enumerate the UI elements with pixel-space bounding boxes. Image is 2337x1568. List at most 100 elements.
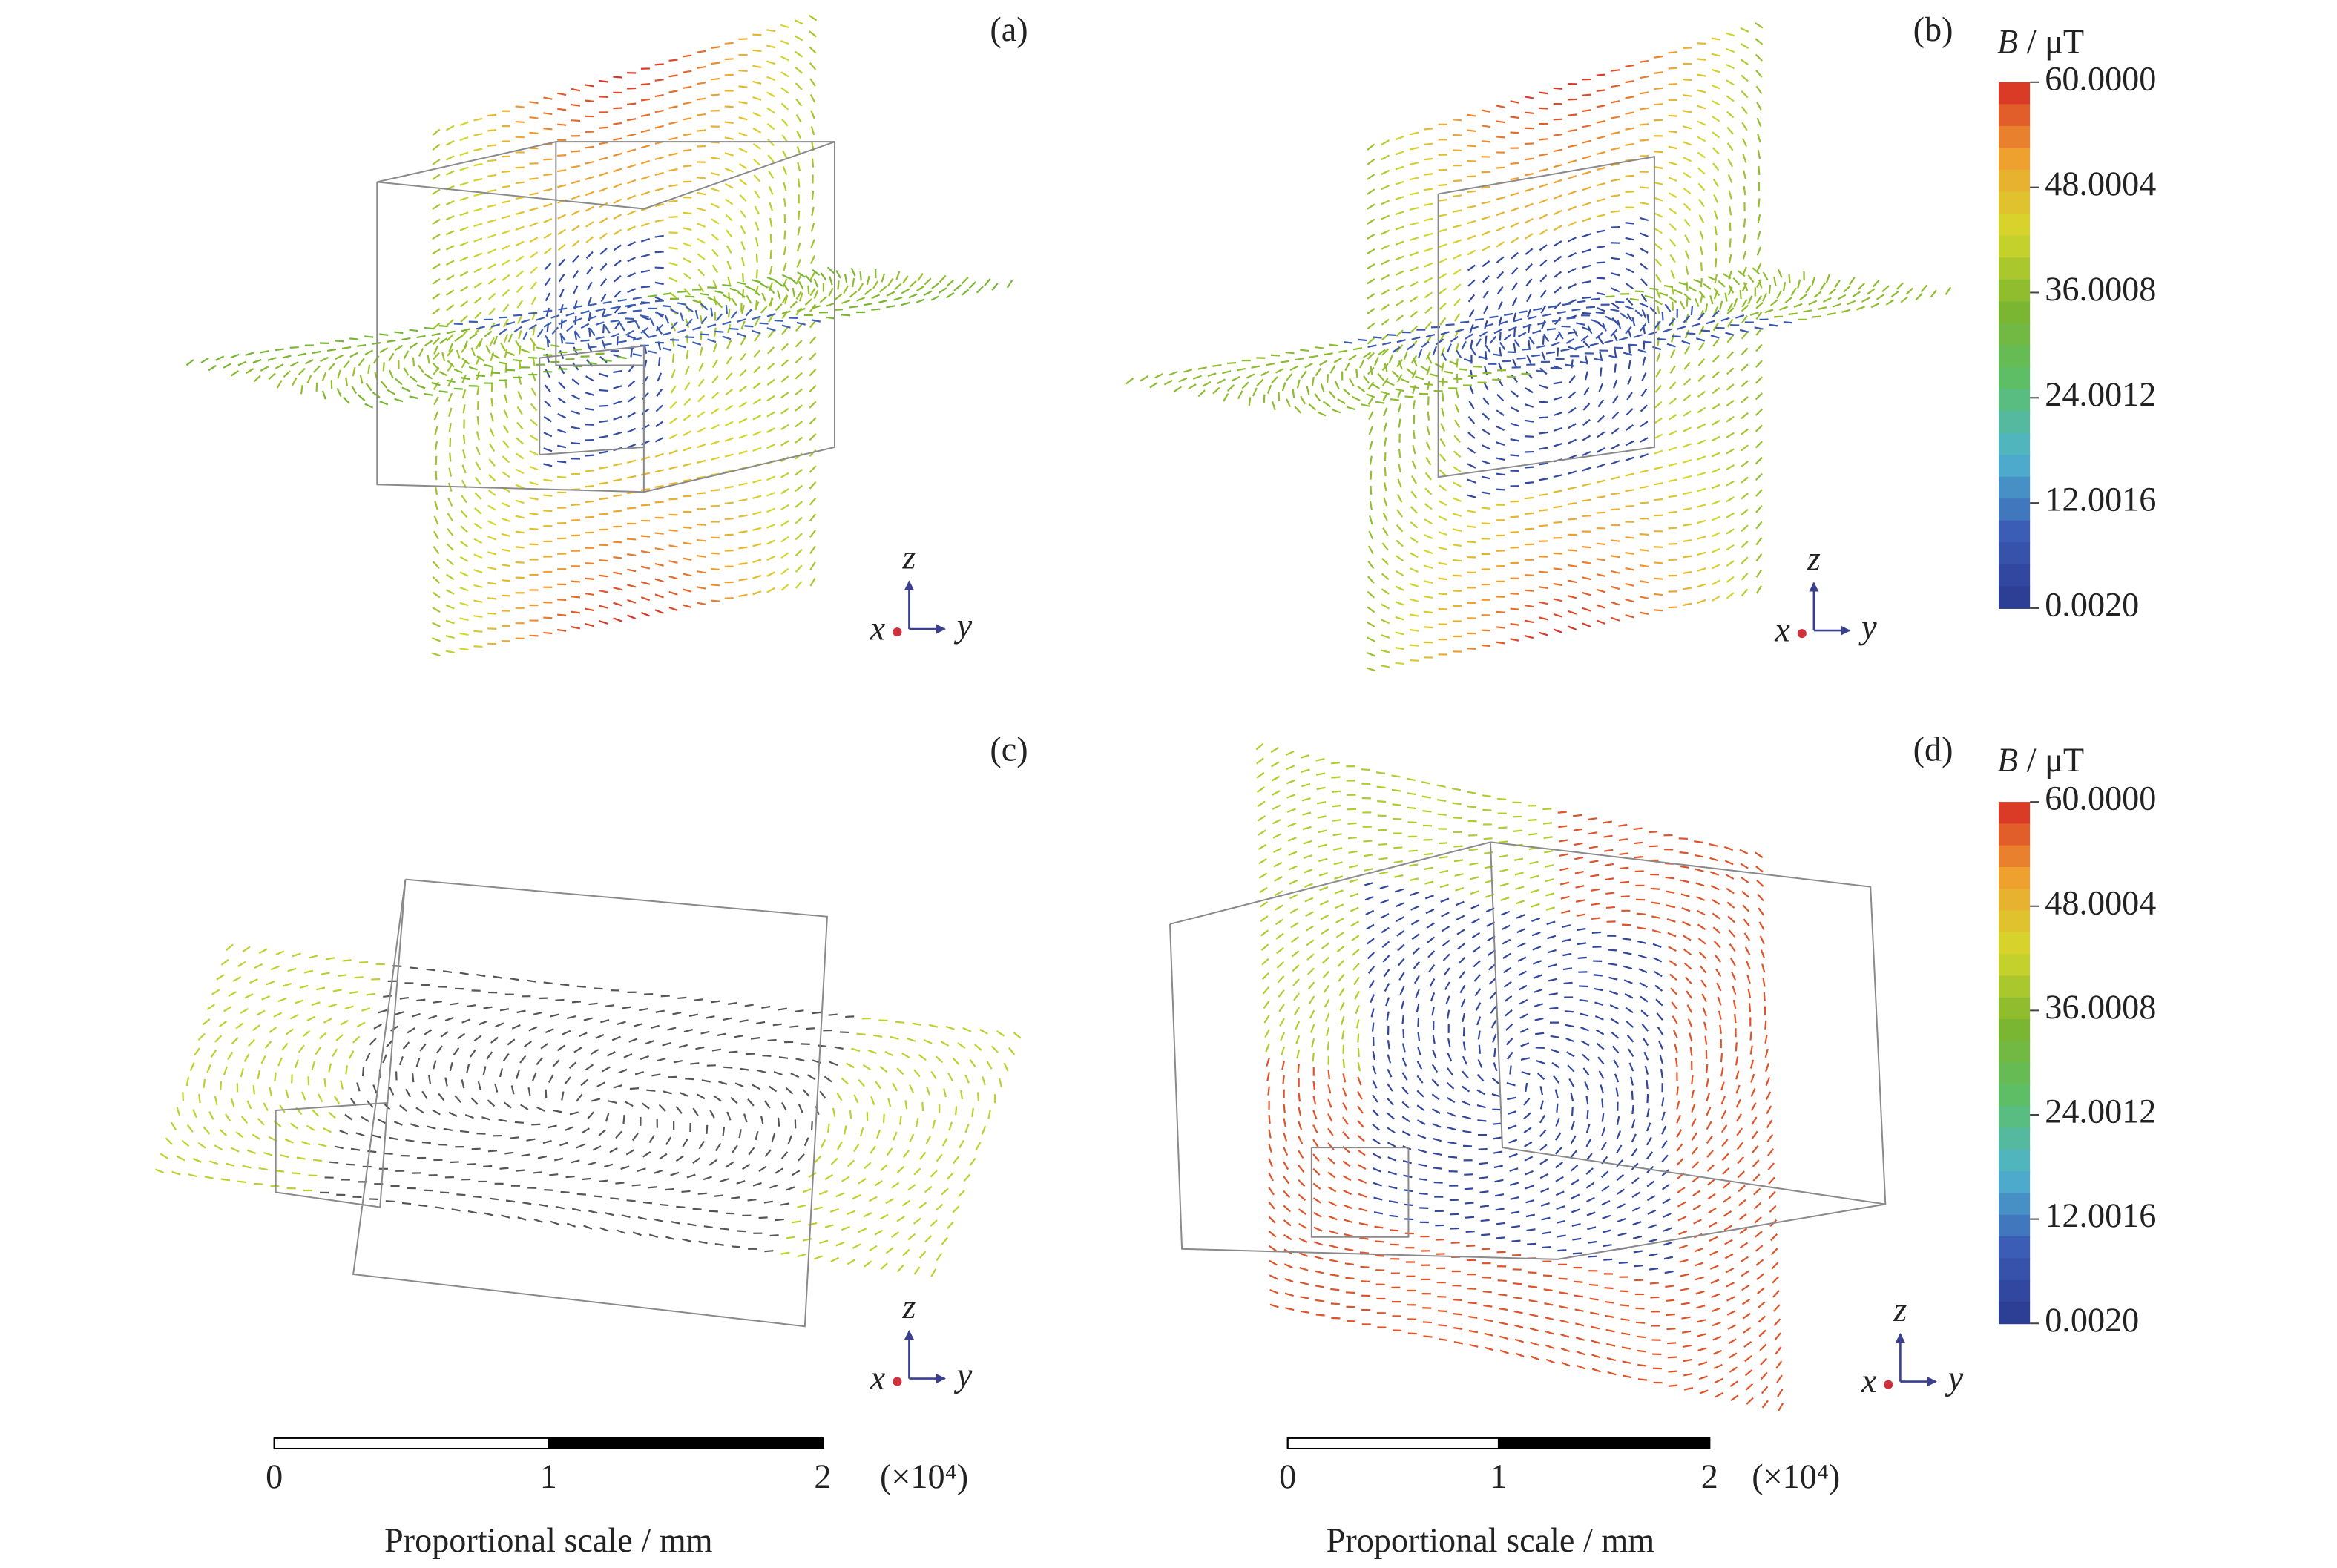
field-arrow (1553, 412, 1562, 417)
field-arrow (677, 344, 687, 349)
field-arrow (571, 225, 580, 231)
field-arrow (697, 523, 706, 526)
field-arrow (1374, 1225, 1384, 1229)
field-arrow (447, 360, 455, 368)
field-arrow (431, 637, 441, 642)
field-arrow (1318, 360, 1328, 366)
field-arrow (930, 295, 940, 301)
field-arrow (902, 1150, 910, 1159)
field-arrow (1554, 255, 1562, 263)
field-arrow (697, 427, 706, 433)
field-arrow (1474, 318, 1484, 321)
field-arrow (488, 474, 496, 482)
field-arrow (1461, 340, 1467, 350)
field-arrow (1510, 131, 1519, 134)
field-arrow (680, 1092, 689, 1097)
field-arrow (1669, 254, 1676, 263)
field-arrow (1524, 1170, 1534, 1176)
field-arrow (1654, 228, 1663, 234)
field-arrow (1669, 208, 1677, 214)
field-arrow (515, 181, 525, 185)
field-arrow (571, 88, 581, 92)
field-arrow (1410, 919, 1420, 926)
field-arrow (613, 260, 622, 267)
field-arrow (686, 1173, 696, 1179)
field-arrow (502, 274, 510, 281)
field-arrow (1567, 144, 1577, 148)
field-arrow (585, 145, 594, 149)
field-arrow (1555, 1190, 1565, 1196)
field-arrow (1290, 936, 1300, 943)
field-arrow (1274, 890, 1283, 897)
field-arrow (1726, 1296, 1735, 1302)
field-arrow (1539, 1173, 1549, 1179)
field-arrow (1825, 274, 1830, 283)
colorbar-band (1998, 279, 2031, 303)
field-arrow (352, 367, 356, 377)
field-arrow (1726, 142, 1734, 151)
field-arrow (731, 297, 737, 306)
field-arrow (1368, 530, 1374, 540)
field-arrow (1655, 289, 1661, 299)
field-arrow (893, 296, 903, 301)
field-arrow (1287, 822, 1297, 828)
field-arrow (398, 1055, 404, 1066)
field-arrow (1497, 301, 1503, 311)
field-arrow (632, 353, 642, 357)
field-arrow (654, 171, 664, 177)
field-arrow (1654, 151, 1663, 154)
field-arrow (795, 469, 803, 476)
field-arrow (818, 1190, 828, 1196)
field-arrow (473, 282, 483, 289)
field-arrow (460, 1130, 470, 1133)
field-arrow (1576, 1351, 1585, 1356)
field-arrow (382, 1054, 387, 1064)
field-arrow (1317, 815, 1327, 819)
field-arrow (557, 92, 567, 96)
field-arrow (1468, 848, 1478, 851)
field-arrow (1483, 1304, 1493, 1308)
field-arrow (1654, 87, 1663, 90)
field-arrow (1677, 326, 1686, 330)
field-arrow (459, 617, 469, 622)
colorbar-band (1998, 301, 2031, 324)
field-arrow (1757, 893, 1764, 902)
field-arrow (1509, 1065, 1512, 1075)
field-arrow (1398, 360, 1403, 370)
field-arrow (1497, 1279, 1507, 1282)
field-arrow (1504, 995, 1513, 1003)
field-arrow (1410, 295, 1419, 303)
field-arrow (599, 232, 608, 240)
field-arrow (473, 599, 483, 603)
field-arrow (1582, 622, 1591, 628)
field-arrow (1726, 464, 1735, 471)
field-arrow (557, 214, 567, 220)
field-arrow (1571, 1106, 1574, 1116)
field-arrow (913, 1217, 921, 1225)
field-arrow (1557, 1249, 1567, 1252)
field-arrow (365, 1052, 371, 1061)
field-arrow (559, 332, 566, 341)
field-arrow (1432, 346, 1438, 355)
field-arrow (459, 571, 469, 577)
field-arrow (432, 188, 441, 195)
field-arrow (466, 1004, 476, 1008)
field-arrow (698, 1240, 708, 1245)
field-arrow (1712, 419, 1720, 426)
field-arrow (843, 285, 849, 294)
field-arrow (1523, 1127, 1532, 1134)
field-arrow (962, 1027, 972, 1032)
field-arrow (1524, 419, 1534, 423)
field-arrow (738, 101, 748, 105)
field-arrow (738, 401, 748, 408)
field-arrow (1726, 887, 1735, 895)
field-arrow (424, 326, 433, 330)
field-arrow (1525, 1185, 1534, 1190)
field-arrow (1382, 527, 1389, 536)
field-arrow (1453, 450, 1462, 458)
field-arrow (645, 1040, 654, 1045)
field-arrow (845, 1015, 855, 1018)
field-arrow (640, 326, 649, 334)
field-arrow (654, 281, 664, 286)
field-arrow (461, 464, 467, 474)
